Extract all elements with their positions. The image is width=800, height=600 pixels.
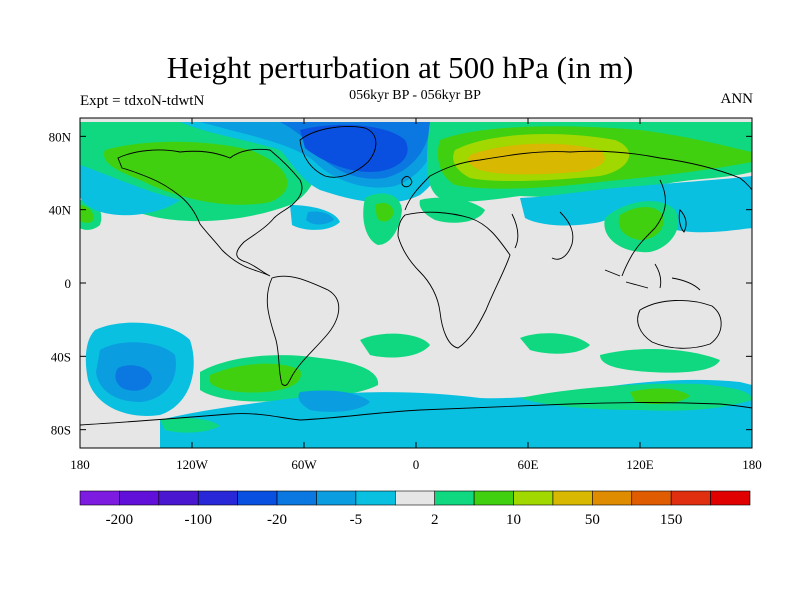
colorbar-swatch	[552, 490, 593, 506]
region-north-america-positive	[104, 141, 288, 205]
coast-indonesia	[604, 263, 701, 291]
coast-australia	[637, 299, 722, 349]
coast-uk-japan	[401, 175, 687, 233]
coast-africa	[397, 211, 511, 349]
contour-fills	[80, 122, 752, 448]
lon-axis: 180 120W 60W 0 60E 120E 180	[70, 118, 762, 472]
colorbar-swatch	[434, 490, 475, 506]
experiment-label: Expt = tdxoN-tdwtN	[80, 93, 205, 109]
lat-tick-label: 40S	[51, 349, 71, 364]
colorbar-swatch	[355, 490, 396, 506]
colorbar-swatch	[394, 490, 436, 506]
region-siberia-positive-core	[468, 143, 605, 175]
region-south-indian-positive	[360, 333, 430, 358]
season-label: ANN	[720, 91, 754, 107]
region-atlantic-positive-core	[375, 203, 394, 222]
colorbar-label: -5	[350, 512, 363, 528]
region-greenland-negative-core	[300, 124, 408, 172]
region-south-indian-positive-2	[520, 333, 590, 354]
coastlines	[80, 126, 752, 426]
lon-tick-label: 120E	[626, 457, 654, 472]
region-ross-positive	[160, 418, 220, 433]
colorbar-swatch	[592, 490, 633, 506]
colorbar-swatch	[79, 490, 120, 506]
subtitle: 056kyr BP - 056kyr BP	[349, 88, 481, 103]
colorbar-swatch	[197, 490, 238, 506]
colorbar-swatch	[670, 490, 711, 506]
region-south-pacific-negative-inner	[115, 365, 152, 391]
region-north-pacific-negative-east	[80, 165, 180, 216]
lat-tick-label: 80N	[49, 129, 72, 144]
colorbar-label: 2	[431, 512, 439, 528]
colorbar-label: -100	[184, 512, 212, 528]
colorbar-swatch	[158, 490, 199, 506]
coast-europe-asia	[404, 150, 752, 277]
colorbar-swatch	[237, 490, 278, 506]
map-panel: 180 120W 60W 0 60E 120E 180 80N 40N 0 40S 80S	[49, 117, 762, 472]
lat-axis: 80N 40N 0 40S 80S	[49, 129, 752, 438]
region-east-asia-positive-core	[618, 206, 664, 240]
colorbar-label: -200	[106, 512, 134, 528]
lat-tick-label: 40N	[49, 203, 72, 218]
lon-tick-label: 120W	[176, 457, 209, 472]
colorbar-label: 10	[506, 512, 521, 528]
region-south-pacific-positive	[600, 348, 720, 373]
region-south-atlantic-positive	[210, 363, 301, 393]
region-mediterranean-positive	[419, 197, 485, 223]
coast-south-america	[266, 275, 340, 387]
colorbar-swatch	[631, 490, 672, 506]
region-southern-ocean-negative-core	[298, 390, 370, 412]
lat-tick-label: 0	[65, 276, 72, 291]
colorbar: -200 -100 -20 -5 2 10 50 150	[79, 490, 751, 528]
colorbar-label: 50	[585, 512, 600, 528]
lon-tick-label: 180	[742, 457, 762, 472]
colorbar-swatch	[316, 490, 357, 506]
lat-tick-label: 80S	[51, 423, 71, 438]
colorbar-label: 150	[660, 512, 683, 528]
region-east-pacific-negative-core	[306, 211, 334, 225]
lon-tick-label: 60W	[291, 457, 317, 472]
lon-tick-label: 60E	[518, 457, 539, 472]
colorbar-swatch	[473, 490, 514, 506]
region-dateline-negative	[720, 202, 752, 229]
colorbar-swatch	[276, 490, 317, 506]
lon-tick-label: 0	[413, 457, 420, 472]
colorbar-swatch	[710, 490, 751, 506]
colorbar-label: -20	[267, 512, 287, 528]
colorbar-swatch	[119, 490, 160, 506]
region-southern-positive-core	[630, 388, 690, 404]
colorbar-swatch	[513, 490, 554, 506]
coast-greenland	[299, 126, 377, 178]
coast-antarctica	[80, 402, 752, 426]
coast-north-america	[117, 148, 303, 277]
page-title: Height perturbation at 500 hPa (in m)	[166, 50, 634, 85]
lon-tick-label: 180	[70, 457, 90, 472]
